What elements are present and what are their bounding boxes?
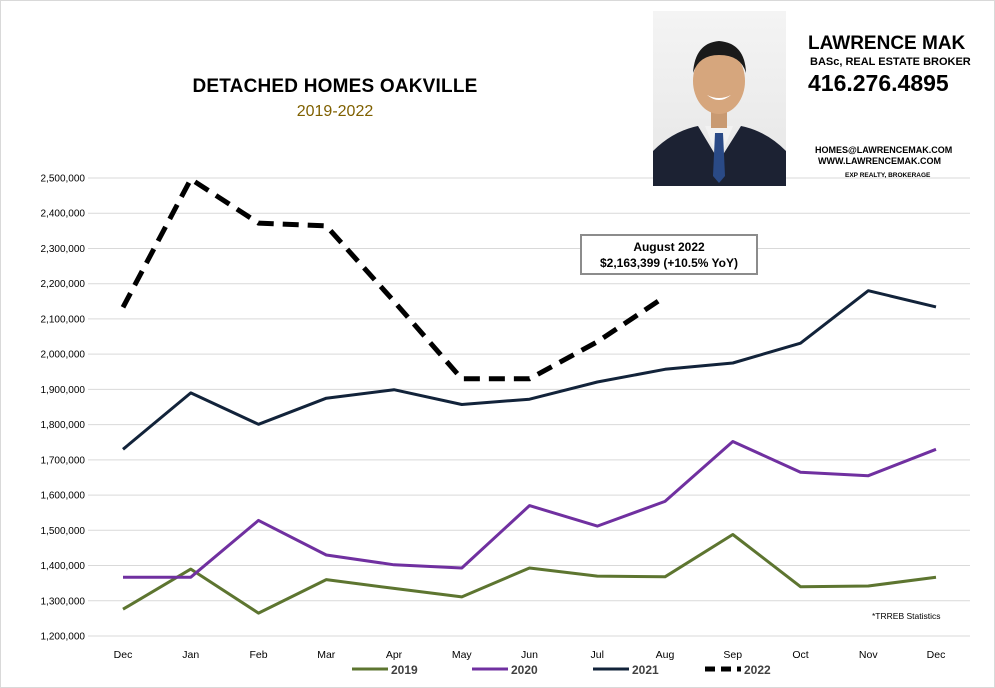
agent-photo — [653, 11, 786, 186]
series-line-2019 — [122, 533, 937, 615]
x-tick-label: Feb — [249, 649, 267, 661]
y-axis-ticks: 1,200,000 1,300,000 1,400,000 1,500,000 1,60… — [41, 174, 86, 643]
source-note: *TRREB Statistics — [872, 611, 941, 621]
agent-credentials: BASc, REAL ESTATE BROKER — [810, 56, 971, 68]
series-line-2022 — [120, 176, 667, 382]
agent-name: LAWRENCE MAK — [808, 33, 966, 54]
legend-item-2020: 2020 — [472, 663, 538, 677]
x-tick-label: Apr — [386, 649, 403, 661]
annotation-line-1: August 2022 — [633, 240, 705, 254]
x-tick-label: Dec — [114, 649, 133, 661]
agent-website-link[interactable]: WWW.LAWRENCEMAK.COM — [818, 156, 941, 166]
y-tick-label: 1,700,000 — [41, 455, 86, 466]
y-tick-label: 2,400,000 — [41, 209, 86, 220]
y-tick-label: 1,200,000 — [41, 632, 86, 643]
x-tick-label: Mar — [317, 649, 336, 661]
legend-label: 2021 — [632, 663, 659, 677]
y-tick-label: 2,200,000 — [41, 279, 86, 290]
gridlines — [88, 177, 970, 637]
x-tick-label: Jun — [521, 649, 538, 661]
chart-title: DETACHED HOMES OAKVILLE — [192, 76, 478, 97]
y-tick-label: 2,500,000 — [41, 174, 86, 185]
x-tick-label: Oct — [792, 649, 808, 661]
annotation-line-2: $2,163,399 (+10.5% YoY) — [600, 256, 738, 270]
chart-subtitle: 2019-2022 — [296, 103, 374, 120]
y-tick-label: 1,800,000 — [41, 420, 86, 431]
y-tick-label: 1,500,000 — [41, 526, 86, 537]
x-tick-label: Nov — [859, 649, 878, 661]
x-tick-label: May — [452, 649, 473, 661]
y-tick-label: 2,300,000 — [41, 244, 86, 255]
agent-brokerage: EXP REALTY, BROKERAGE — [845, 172, 931, 179]
y-tick-label: 1,300,000 — [41, 596, 86, 607]
annotation-callout: August 2022 $2,163,399 (+10.5% YoY) — [580, 234, 758, 275]
y-tick-label: 1,900,000 — [41, 385, 86, 396]
agent-phone[interactable]: 416.276.4895 — [808, 70, 949, 96]
x-axis-ticks: Dec Jan Feb Mar Apr May Jun Jul Aug Sep Oct Nov Dec — [114, 649, 946, 661]
series-line-2021 — [122, 289, 937, 451]
series-line-2020 — [123, 440, 937, 579]
legend-label: 2019 — [391, 663, 418, 677]
y-tick-label: 1,600,000 — [41, 491, 86, 502]
legend-label: 2022 — [744, 663, 771, 677]
x-tick-label: Jan — [182, 649, 199, 661]
legend: 2019 2020 2021 2022 — [352, 663, 771, 677]
legend-item-2021: 2021 — [593, 663, 659, 677]
legend-label: 2020 — [511, 663, 538, 677]
y-tick-label: 2,100,000 — [41, 314, 86, 325]
x-tick-label: Sep — [723, 649, 742, 661]
x-tick-label: Jul — [591, 649, 604, 661]
x-tick-label: Dec — [927, 649, 946, 661]
legend-item-2022: 2022 — [705, 663, 771, 677]
x-tick-label: Aug — [656, 649, 675, 661]
y-tick-label: 2,000,000 — [41, 350, 86, 361]
agent-portrait-image — [653, 41, 786, 186]
legend-item-2019: 2019 — [352, 663, 418, 677]
y-tick-label: 1,400,000 — [41, 561, 86, 572]
series-lines — [120, 176, 937, 615]
agent-email-link[interactable]: HOMES@LAWRENCEMAK.COM — [815, 145, 953, 155]
